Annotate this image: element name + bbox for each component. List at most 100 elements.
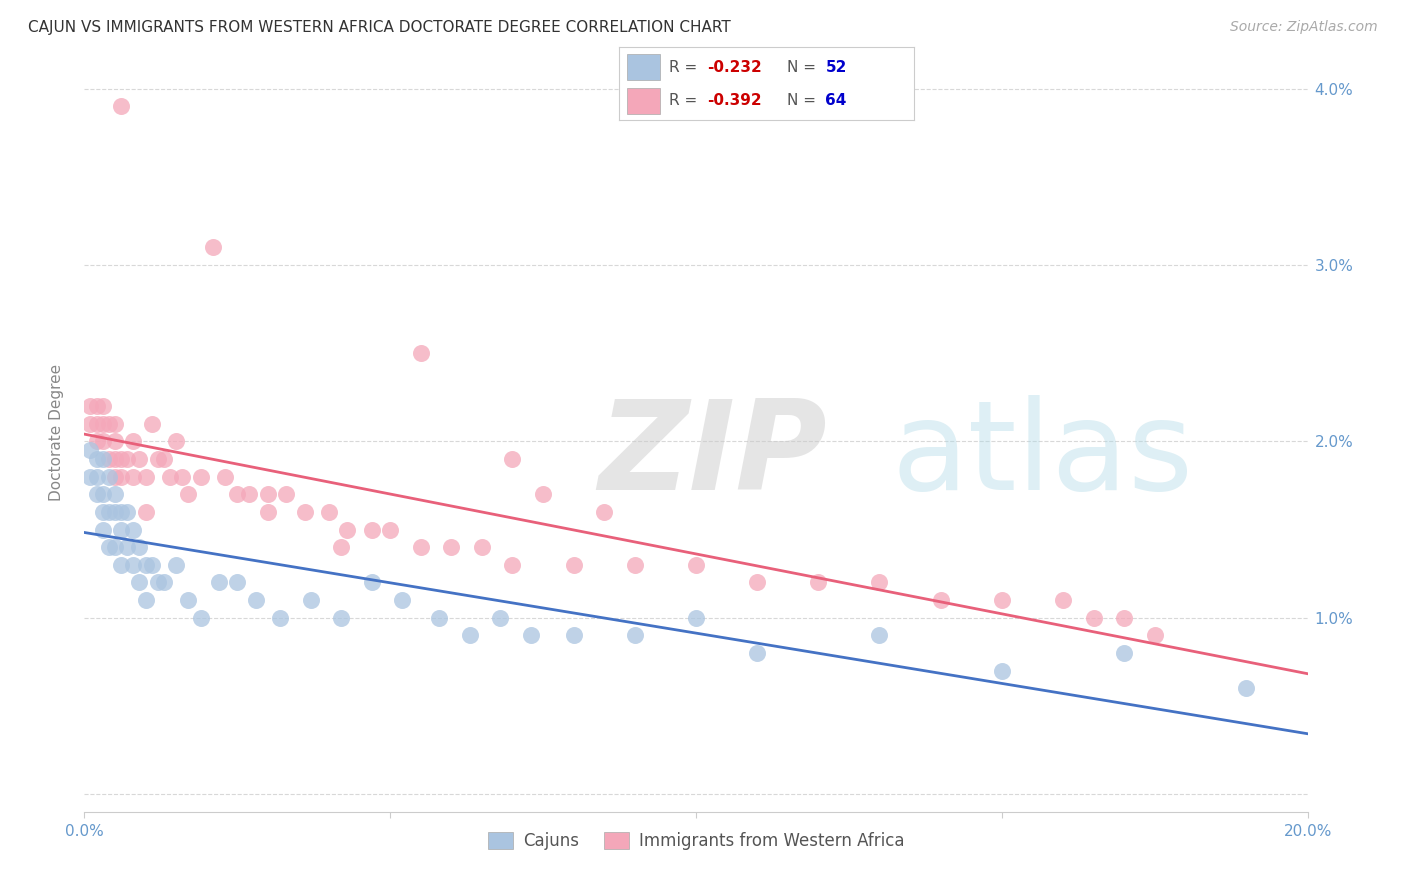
Point <box>104 487 127 501</box>
Text: N =: N = <box>787 60 821 75</box>
Point <box>562 558 585 572</box>
Point <box>91 505 114 519</box>
Point <box>86 399 108 413</box>
Point <box>104 452 127 467</box>
Point <box>104 469 127 483</box>
Point <box>177 487 200 501</box>
Point <box>520 628 543 642</box>
Point <box>128 540 150 554</box>
Point <box>97 540 120 554</box>
Point <box>294 505 316 519</box>
Point <box>122 469 145 483</box>
Text: atlas: atlas <box>891 395 1194 516</box>
Point <box>201 240 224 254</box>
Point <box>1114 611 1136 625</box>
Point <box>409 346 432 360</box>
Point <box>104 540 127 554</box>
Point <box>238 487 260 501</box>
Point <box>685 611 707 625</box>
Point <box>79 443 101 458</box>
Point <box>747 646 769 660</box>
Point <box>172 469 194 483</box>
Point <box>97 452 120 467</box>
Point <box>593 505 616 519</box>
Point <box>91 452 114 467</box>
Point <box>79 399 101 413</box>
Point <box>110 505 132 519</box>
Point <box>153 575 176 590</box>
Point <box>991 664 1014 678</box>
Point <box>86 452 108 467</box>
Point <box>122 434 145 449</box>
Point <box>1083 611 1105 625</box>
Point <box>146 452 169 467</box>
Point <box>269 611 291 625</box>
Point <box>929 593 952 607</box>
Point <box>97 417 120 431</box>
Point <box>122 523 145 537</box>
Legend: Cajuns, Immigrants from Western Africa: Cajuns, Immigrants from Western Africa <box>481 825 911 856</box>
Point <box>489 611 512 625</box>
Text: 64: 64 <box>825 93 846 108</box>
Text: N =: N = <box>787 93 821 108</box>
Point <box>440 540 463 554</box>
Point <box>257 505 280 519</box>
Point <box>86 417 108 431</box>
Point <box>86 434 108 449</box>
Point <box>128 452 150 467</box>
Point <box>86 487 108 501</box>
Text: ZIP: ZIP <box>598 395 827 516</box>
Point <box>190 469 212 483</box>
Point <box>226 575 249 590</box>
Text: -0.232: -0.232 <box>707 60 762 75</box>
Point <box>747 575 769 590</box>
Point <box>502 452 524 467</box>
FancyBboxPatch shape <box>627 54 659 80</box>
Point <box>685 558 707 572</box>
Point <box>1114 646 1136 660</box>
Point <box>226 487 249 501</box>
Point <box>135 505 157 519</box>
Point <box>208 575 231 590</box>
Text: CAJUN VS IMMIGRANTS FROM WESTERN AFRICA DOCTORATE DEGREE CORRELATION CHART: CAJUN VS IMMIGRANTS FROM WESTERN AFRICA … <box>28 20 731 35</box>
Point <box>471 540 494 554</box>
Point <box>91 417 114 431</box>
Point <box>869 628 891 642</box>
Point <box>330 611 353 625</box>
Point <box>141 558 163 572</box>
Point <box>360 523 382 537</box>
Point <box>1052 593 1074 607</box>
Point <box>409 540 432 554</box>
Point <box>177 593 200 607</box>
Point <box>146 575 169 590</box>
Point <box>115 505 138 519</box>
Point <box>135 593 157 607</box>
Point <box>1143 628 1166 642</box>
Point <box>110 99 132 113</box>
Point <box>153 452 176 467</box>
Text: Source: ZipAtlas.com: Source: ZipAtlas.com <box>1230 20 1378 34</box>
Point <box>97 505 120 519</box>
Point <box>991 593 1014 607</box>
Point <box>159 469 181 483</box>
Point <box>360 575 382 590</box>
Point <box>427 611 450 625</box>
Point <box>807 575 830 590</box>
Text: -0.392: -0.392 <box>707 93 762 108</box>
Point <box>380 523 402 537</box>
Point <box>86 469 108 483</box>
Point <box>97 469 120 483</box>
Point <box>115 452 138 467</box>
Text: R =: R = <box>669 93 702 108</box>
Point <box>165 434 187 449</box>
Point <box>115 540 138 554</box>
Point <box>91 523 114 537</box>
Point <box>104 434 127 449</box>
Point <box>214 469 236 483</box>
Point <box>502 558 524 572</box>
Point <box>190 611 212 625</box>
Point <box>104 417 127 431</box>
Point <box>531 487 554 501</box>
Point <box>91 399 114 413</box>
Point <box>79 417 101 431</box>
